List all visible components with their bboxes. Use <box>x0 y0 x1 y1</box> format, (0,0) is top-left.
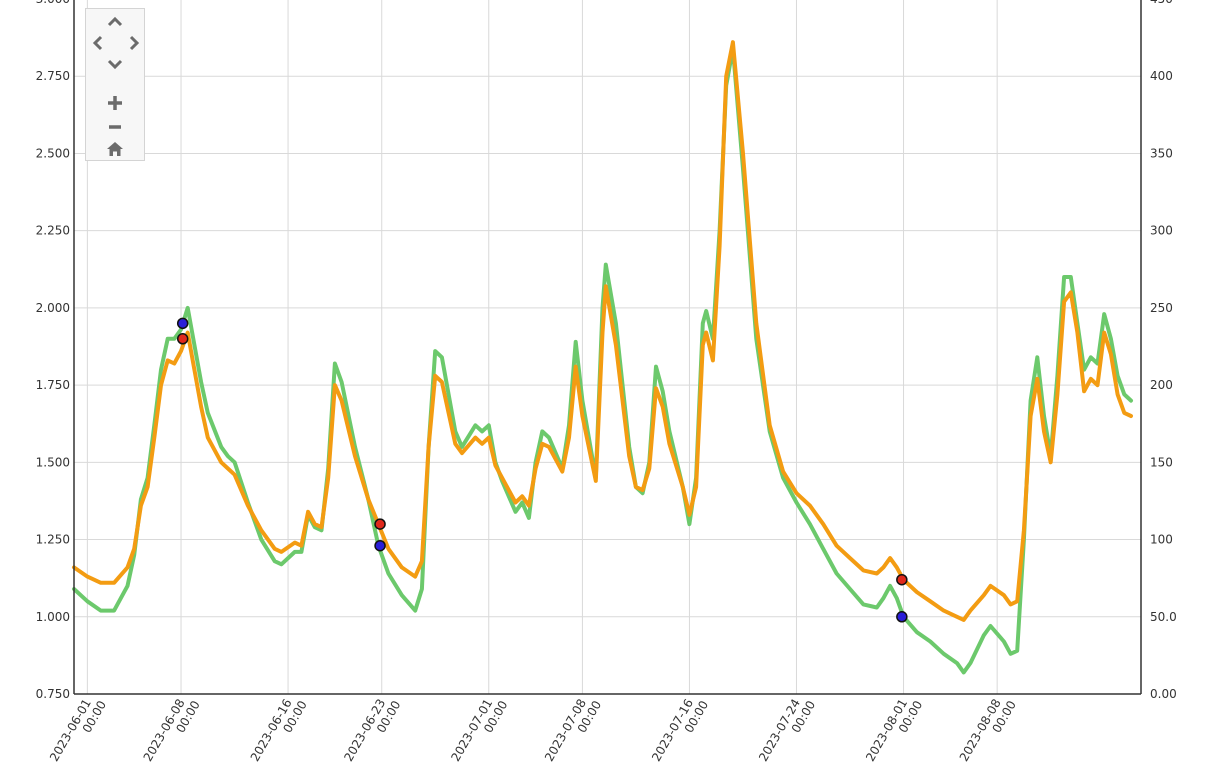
marker-point[interactable] <box>896 573 908 586</box>
zoom-in-button[interactable] <box>103 93 127 113</box>
y-right-tick-label: 250 <box>1150 301 1173 315</box>
y-right-tick-label: 150 <box>1150 455 1173 469</box>
y-right-tick-label: 100 <box>1150 533 1173 547</box>
y-left-tick-label: 1.500 <box>36 455 70 469</box>
y-left-tick-label: 3.000 <box>36 0 70 6</box>
y-left-tick-label: 0.750 <box>36 687 70 701</box>
y-left-tick-label: 1.250 <box>36 533 70 547</box>
marker-points <box>176 317 908 623</box>
y-left-tick-label: 2.250 <box>36 224 70 238</box>
marker-point[interactable] <box>374 539 386 552</box>
y-left-tick-label: 1.000 <box>36 610 70 624</box>
series-line-2 <box>72 40 1133 622</box>
pan-up-button[interactable] <box>103 11 127 31</box>
y-left-tick-label: 1.750 <box>36 378 70 392</box>
zoom-out-button[interactable] <box>103 117 127 137</box>
marker-point[interactable] <box>374 518 386 530</box>
y-right-tick-label: 450 <box>1150 0 1173 6</box>
y-right-tick-label: 0.00 <box>1150 687 1177 701</box>
marker-point[interactable] <box>176 317 189 330</box>
chevron-right-icon <box>129 35 140 51</box>
axes <box>73 0 1142 695</box>
y-right-tick-label: 350 <box>1150 146 1173 160</box>
home-button[interactable] <box>103 139 127 159</box>
y-right-tick-label: 300 <box>1150 224 1173 238</box>
minus-icon <box>109 125 121 129</box>
pan-right-button[interactable] <box>123 33 147 53</box>
y-left-tick-label: 2.000 <box>36 301 70 315</box>
navigation-panel <box>85 8 145 161</box>
series-lines <box>72 40 1133 675</box>
y-left-tick-label: 2.750 <box>36 69 70 83</box>
home-icon <box>107 142 123 156</box>
pan-down-button[interactable] <box>103 55 127 75</box>
chevron-down-icon <box>107 59 123 70</box>
y-right-tick-label: 200 <box>1150 378 1173 392</box>
y-left-tick-labels: 0.750 1.000 1.250 1.500 1.750 2.000 2.250 2.500… <box>36 0 70 701</box>
y-left-tick-label: 2.500 <box>36 146 70 160</box>
pan-left-button[interactable] <box>85 33 109 53</box>
y-right-tick-label: 400 <box>1150 69 1173 83</box>
y-right-tick-label: 50.0 <box>1150 610 1177 624</box>
chevron-up-icon <box>107 16 123 27</box>
marker-point[interactable] <box>896 611 908 623</box>
marker-point[interactable] <box>176 333 189 345</box>
chevron-left-icon <box>92 35 103 51</box>
y-right-tick-labels: 0.00 50.0 100 150 200 250 300 350 400 450 <box>1150 0 1177 701</box>
plus-icon <box>108 96 122 110</box>
grid-lines <box>74 0 1141 694</box>
